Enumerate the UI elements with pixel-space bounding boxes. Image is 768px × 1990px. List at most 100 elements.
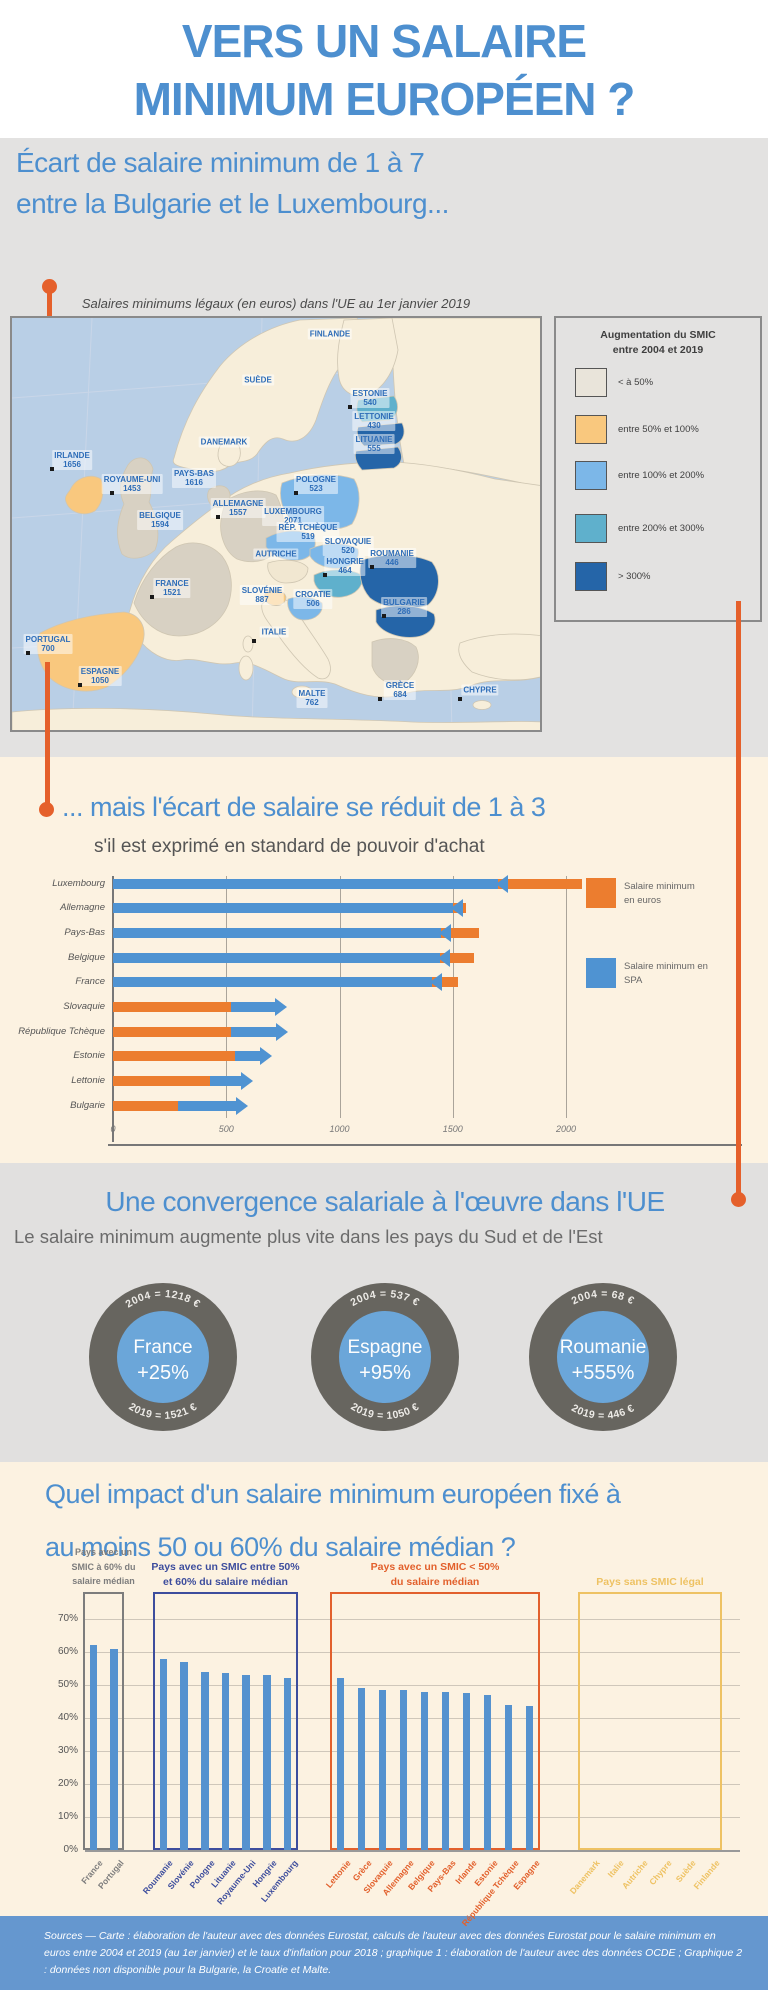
impact-bar [263,1675,271,1850]
impact-group-header-line: SMIC à 60% du [71,1561,136,1572]
impact-bar [378,1689,387,1850]
chart1-bar-spa [113,952,441,963]
chart1-bar-euros [113,1076,211,1087]
chart2-ytick-label: 20% [57,1778,78,1789]
map-capital-dot [348,405,352,409]
map-chip-country: SLOVAQUIE [324,537,372,546]
map-section-heading: Écart de salaire minimum de 1 à 7 entre … [16,142,449,224]
page-title-line1: VERS UN SALAIRE [181,15,587,67]
arrow-left-icon [439,923,452,942]
map-chip-country: DANEMARK [200,437,248,447]
impact-title: Quel impact d'un salaire minimum europée… [45,1468,621,1574]
map-chip: HONGRIE 464 [324,556,366,576]
map-chip: PAYS-BAS 1616 [171,468,217,488]
map-chip-country: ITALIE [261,627,287,637]
map-chip-value: 506 [306,599,320,608]
map-chip-country: BULGARIE [383,598,425,607]
map-chip-value: 684 [393,690,407,699]
map-capital-dot [323,573,327,577]
convergence-badge-svg: 2004 = 1218 €2019 = 1521 €France+25% [89,1283,237,1431]
map-capital-dot [252,639,256,643]
map-chip-value: 555 [367,444,381,453]
map-capital-dot [378,697,382,701]
chart1-legend-swatch [586,958,616,988]
europe-map: FINLANDE SUÈDE ESTONIE 540 LETTONIE 430 LITUAN… [10,316,542,732]
map-capital-dot [294,491,298,495]
map-chip: LITUANIE 555 [353,434,395,454]
map-chip: DANEMARK [198,436,250,448]
chart1-bar-spa [113,903,453,914]
map-chip-country: FRANCE [155,579,189,588]
map-capital-dot [382,614,386,618]
convergence-badge: 2004 = 1218 €2019 = 1521 € France +25% [88,1282,238,1432]
orange-connector-left [45,662,50,810]
orange-pin-icon [42,279,57,294]
impact-bar [159,1658,168,1850]
map-legend: Augmentation du SMIC entre 2004 et 2019 … [554,316,762,622]
spa-section-subtitle: s'il est exprimé en standard de pouvoir … [94,836,485,857]
chart1-legend-label: Salaire minimum en euros [624,880,744,908]
arrow-right-icon [260,1047,273,1066]
chart1-tick-label: 2000 [555,1124,577,1134]
map-chip: ESPAGNE 1050 [78,666,122,686]
chart1-gridline [566,876,567,1118]
map-chip-country: SLOVÉNIE [241,586,283,595]
map-chip: POLOGNE 523 [293,474,339,494]
chart1-legend-line: Salaire minimum [624,881,695,892]
map-chip: ALLEMAGNE 1557 [210,498,266,518]
map-capital-dot [26,651,30,655]
chart1-gridline [226,876,228,1118]
map-chip-country: LETTONIE [354,412,394,421]
chart1-legend-swatch [586,878,616,908]
chart1-legend-label: Salaire minimum en SPA [624,960,744,988]
map-chip-value: 430 [367,421,381,430]
chart1-legend-line: Salaire minimum en [624,961,708,972]
chart2-gridline [85,1718,740,1719]
chart1-legend-line: en euros [624,895,661,906]
orange-bullet-right [731,1192,746,1207]
impact-group-header: Pays sans SMIC légal [540,1575,760,1590]
map-caption: Salaires minimums légaux (en euros) dans… [81,296,471,311]
footer-bar [0,1916,768,1990]
impact-bar [399,1689,408,1850]
chart2-gridline [85,1817,740,1818]
map-chip: CROATIE 506 [293,589,333,609]
impact-group-header-line: du salaire médian [390,1575,480,1588]
legend-item-label: < à 50% [618,377,654,388]
chart1-tick-label: 1000 [329,1124,350,1134]
legend-swatch [575,461,607,490]
impact-bar [357,1688,366,1850]
map-chip-country: MALTE [298,689,326,698]
map-chip: SLOVÉNIE 887 [239,585,285,605]
map-chip: LUXEMBOURG 2071 [262,506,324,526]
impact-bar [89,1645,97,1850]
map-chip-value: 540 [363,398,377,407]
map-chip-country: FINLANDE [309,329,351,339]
impact-bar [110,1648,118,1850]
convergence-badge: 2004 = 537 €2019 = 1050 € Espagne +95% [310,1282,460,1432]
chart1-category-label: Lettonie [71,1075,105,1087]
map-chip-country: GRÈCE [385,681,415,690]
chart1-category-label: Pays-Bas [64,926,105,938]
map-chip-country: SUÈDE [244,375,272,385]
legend-swatch [575,415,607,444]
chart2-ytick-label: 10% [57,1811,78,1822]
map-chip: BULGARIE 286 [381,597,427,617]
impact-bar [504,1704,513,1850]
chart1-tick-label: 500 [218,1124,234,1134]
chart1-category-label: Luxembourg [52,877,105,889]
impact-group-header-line: Pays sans SMIC légal [596,1576,704,1588]
orange-pin-stem [47,291,52,318]
impact-bar [221,1673,230,1850]
impact-bar [180,1661,188,1850]
chart2-gridline [85,1619,740,1620]
map-chip: ESTONIE 540 [350,388,390,408]
map-chip-value: 1656 [63,460,81,469]
chart2-baseline [85,1850,740,1852]
map-chip: ROYAUME-UNI 1453 [101,474,163,494]
convergence-title: Une convergence salariale à l'œuvre dans… [105,1186,665,1217]
map-chip-country: ESPAGNE [80,667,120,676]
map-capital-dot [78,683,82,687]
svg-text:Roumanie: Roumanie [560,1337,647,1358]
impact-bar [242,1675,250,1850]
